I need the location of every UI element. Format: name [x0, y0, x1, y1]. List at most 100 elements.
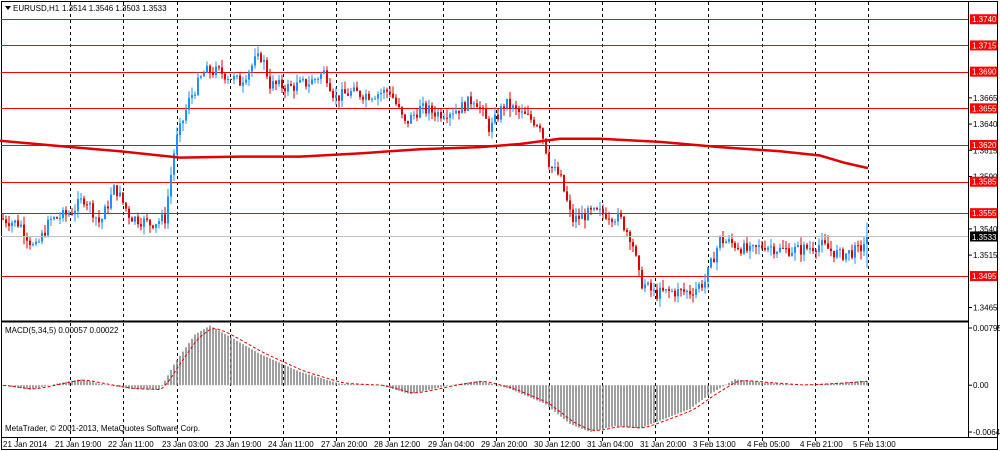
- candle-body: [614, 221, 616, 223]
- candle-body: [395, 97, 397, 104]
- time-tick-label: 22 Jan 11:00: [108, 440, 154, 449]
- candle-body: [530, 114, 532, 120]
- candle-body: [53, 217, 55, 219]
- candle-body: [776, 251, 778, 254]
- candle-body: [695, 288, 697, 295]
- current-price-label: 1.3533: [972, 233, 997, 242]
- time-tick-label: 29 Jan 20:00: [481, 440, 528, 449]
- candle-body: [839, 249, 841, 251]
- candle-body: [548, 153, 550, 167]
- symbol-timeframe[interactable]: EURUSD,H1: [13, 4, 60, 13]
- candle-body: [311, 79, 313, 85]
- candle-body: [302, 79, 304, 81]
- candle-body: [140, 224, 142, 227]
- price-axis: 1.36651.36401.36151.35901.35401.35151.34…: [968, 14, 998, 313]
- candle-body: [65, 210, 67, 215]
- candle-body: [551, 166, 553, 168]
- candle-body: [575, 215, 577, 222]
- candle-body: [386, 89, 388, 92]
- candle-body: [467, 96, 469, 111]
- candle-body: [587, 207, 589, 221]
- candle-body: [620, 212, 622, 217]
- macd-signal-line: [2, 328, 868, 431]
- candle-body: [836, 250, 838, 258]
- candle-body: [854, 245, 856, 258]
- candle-body: [335, 95, 337, 98]
- candle-body: [398, 103, 400, 108]
- candle-body: [326, 70, 328, 84]
- candlestick-series: [2, 46, 868, 307]
- candle-body: [752, 245, 754, 247]
- candle-body: [848, 250, 850, 254]
- candle-body: [80, 198, 82, 200]
- candle-body: [488, 118, 490, 132]
- macd-indicator-label[interactable]: MACD(5,34,5) 0.00057 0.00022: [5, 326, 119, 335]
- candle-body: [191, 95, 193, 98]
- candle-body: [731, 239, 733, 244]
- candle-body: [425, 103, 427, 114]
- candle-body: [227, 78, 229, 80]
- candle-body: [728, 239, 730, 242]
- candle-body: [767, 247, 769, 250]
- candle-body: [182, 120, 184, 124]
- candle-body: [350, 91, 352, 96]
- level-price-label: 1.3715: [972, 41, 997, 50]
- candle-body: [452, 113, 454, 115]
- candle-body: [137, 216, 139, 225]
- candle-body: [539, 125, 541, 129]
- price-tick-label: 1.3615: [973, 146, 998, 155]
- candle-body: [404, 114, 406, 121]
- candle-body: [407, 120, 409, 124]
- candle-body: [584, 213, 586, 221]
- candle-body: [113, 185, 115, 195]
- time-tick-label: 23 Jan 03:00: [162, 440, 209, 449]
- candle-body: [173, 153, 175, 175]
- candle-body: [524, 111, 526, 114]
- candle-body: [533, 119, 535, 126]
- time-tick-label: 4 Feb 21:00: [800, 440, 843, 449]
- candle-body: [14, 220, 16, 223]
- candle-body: [665, 289, 667, 291]
- horizontal-levels: [1, 19, 968, 277]
- candle-body: [545, 138, 547, 154]
- candle-body: [638, 255, 640, 271]
- candle-body: [527, 113, 529, 115]
- candle-body: [755, 245, 757, 247]
- candle-body: [581, 213, 583, 219]
- candle-body: [32, 244, 34, 246]
- candle-body: [341, 89, 343, 101]
- candle-body: [485, 108, 487, 119]
- candle-body: [323, 70, 325, 74]
- candle-body: [320, 73, 322, 79]
- candle-body: [134, 216, 136, 222]
- price-tick-label: 1.3465: [973, 304, 998, 313]
- candle-body: [659, 287, 661, 299]
- time-tick-label: 21 Jan 2014: [3, 440, 48, 449]
- candle-body: [455, 110, 457, 114]
- candle-body: [656, 289, 658, 299]
- dropdown-triangle-icon[interactable]: [5, 6, 11, 10]
- candle-body: [143, 218, 145, 227]
- candle-body: [281, 79, 283, 89]
- candle-body: [338, 95, 340, 101]
- candle-body: [266, 60, 268, 77]
- candle-body: [599, 208, 601, 210]
- candle-body: [779, 247, 781, 252]
- candle-body: [365, 93, 367, 100]
- candle-body: [269, 76, 271, 89]
- candle-body: [413, 114, 415, 116]
- candle-body: [692, 294, 694, 296]
- candle-body: [68, 214, 70, 216]
- candle-body: [446, 117, 448, 119]
- candle-body: [764, 247, 766, 250]
- candle-body: [680, 289, 682, 291]
- current-price-label-bg: [970, 231, 997, 242]
- candle-body: [743, 243, 745, 254]
- candle-body: [209, 65, 211, 74]
- candle-body: [470, 96, 472, 105]
- candle-body: [572, 209, 574, 222]
- moving-average-line: [0, 137, 869, 170]
- candle-body: [17, 220, 19, 227]
